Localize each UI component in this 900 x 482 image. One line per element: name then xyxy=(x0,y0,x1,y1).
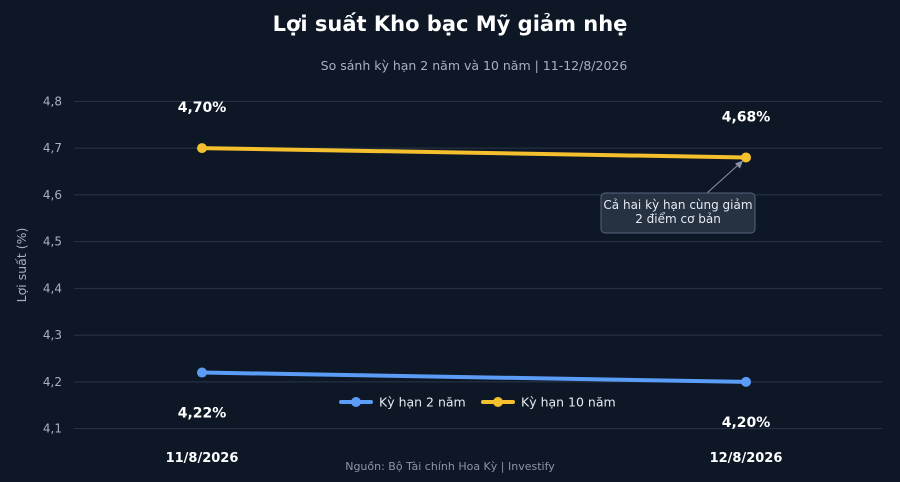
y-tick-label: 4,6 xyxy=(43,188,62,202)
legend-item-label: Kỳ hạn 2 năm xyxy=(379,395,466,410)
y-tick-label: 4,1 xyxy=(43,422,62,436)
series-layer: 4,22% 4,20% 4,70% 4,68% xyxy=(178,100,771,431)
annotation-arrowhead xyxy=(735,160,743,169)
data-label: 4,70% xyxy=(178,100,227,116)
annotation-text: 2 điểm cơ bản xyxy=(635,212,721,226)
data-point xyxy=(197,367,207,378)
source-note: Nguồn: Bộ Tài chính Hoa Kỳ | Investify xyxy=(345,460,555,473)
series-line xyxy=(200,146,748,160)
y-tick-label: 4,7 xyxy=(43,141,62,155)
y-tick-label: 4,3 xyxy=(43,328,62,342)
chart-title: Lợi suất Kho bạc Mỹ giảm nhẹ xyxy=(273,12,628,36)
annotation-arrow xyxy=(706,161,743,194)
data-point xyxy=(741,376,751,387)
annotation-text: Cả hai kỳ hạn cùng giảm xyxy=(603,198,752,212)
data-label: 4,22% xyxy=(178,406,227,422)
annotation-box xyxy=(600,192,756,234)
legend-swatch-marker xyxy=(351,397,361,407)
grid-layer: 4,1 4,2 4,3 4,4 4,5 4,6 4,7 4,8 11/8/2026 12/8/20… xyxy=(43,94,882,466)
chart-subtitle: So sánh kỳ hạn 2 năm và 10 năm | 11-12/8… xyxy=(321,58,628,73)
legend-swatch-marker xyxy=(493,397,503,407)
x-tick-label: 11/8/2026 xyxy=(166,451,239,466)
x-tick-label: 12/8/2026 xyxy=(710,451,783,466)
y-tick-label: 4,8 xyxy=(43,94,62,108)
y-tick-label: 4,5 xyxy=(43,235,62,249)
data-label: 4,20% xyxy=(722,415,771,431)
y-axis-label: Lợi suất (%) xyxy=(14,228,29,303)
y-tick-label: 4,2 xyxy=(43,375,62,389)
data-point xyxy=(197,143,207,154)
data-point xyxy=(741,152,751,163)
legend-item-label: Kỳ hạn 10 năm xyxy=(521,395,616,410)
legend: Kỳ hạn 2 năm Kỳ hạn 10 năm xyxy=(339,395,616,410)
series-line xyxy=(200,370,748,384)
data-label: 4,68% xyxy=(722,109,771,125)
y-tick-label: 4,4 xyxy=(43,281,62,295)
